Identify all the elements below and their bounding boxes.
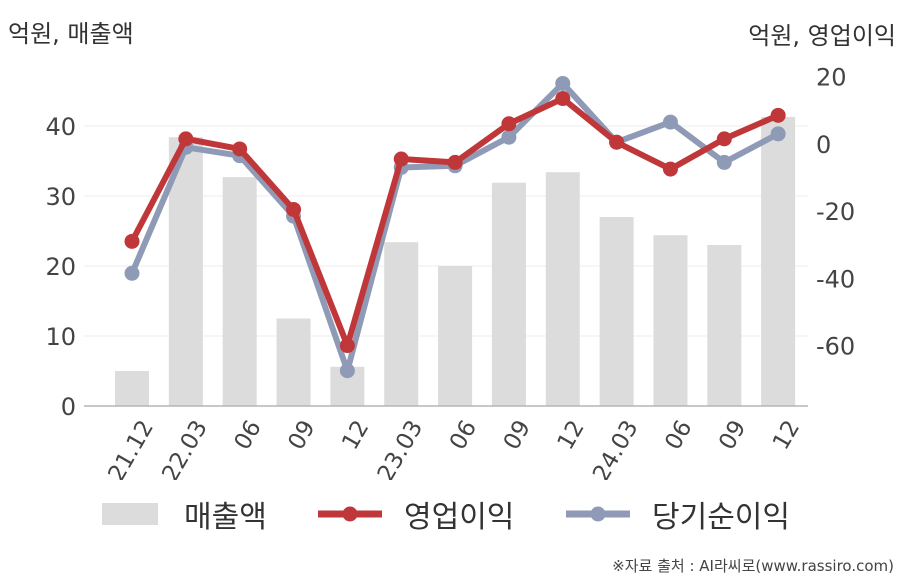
point-operating-profit: [339, 338, 355, 354]
point-operating-profit: [662, 161, 678, 177]
bar-revenue: [222, 177, 257, 406]
bar-revenue: [276, 318, 311, 406]
left-tick-label: 40: [45, 113, 76, 141]
x-tick-label: 12: [768, 416, 805, 454]
bar-revenue: [491, 182, 526, 406]
bar-revenue: [438, 266, 473, 406]
right-tick-label: 20: [816, 64, 847, 92]
point-net-income: [662, 114, 678, 130]
point-net-income: [716, 154, 732, 170]
x-tick-label: 12: [337, 416, 374, 454]
legend-label-net-income: 당기순이익: [652, 500, 790, 535]
legend-bar-swatch: [102, 503, 158, 525]
left-axis-unit: 억원, 매출액: [8, 20, 134, 48]
left-tick-label: 0: [61, 393, 76, 421]
legend-label-operating-profit: 영업이익: [404, 500, 515, 535]
x-tick-label: 24.03: [588, 416, 643, 480]
point-operating-profit: [124, 233, 140, 249]
x-tick-label: 06: [230, 416, 267, 454]
point-operating-profit: [393, 151, 409, 167]
legend-item-net-income: 당기순이익: [566, 492, 790, 536]
bar-revenue: [115, 371, 149, 406]
point-net-income: [770, 126, 786, 142]
bar-revenue: [653, 235, 688, 406]
right-axis-unit: 억원, 영업이익: [748, 22, 896, 50]
point-operating-profit: [501, 116, 517, 132]
x-tick-label: 22.03: [157, 416, 212, 480]
legend-label-revenue: 매출액: [184, 500, 267, 535]
bar-revenue: [707, 245, 742, 406]
x-tick-label: 06: [445, 416, 482, 454]
point-operating-profit: [555, 91, 571, 107]
point-operating-profit: [232, 141, 248, 157]
point-operating-profit: [178, 131, 194, 147]
point-operating-profit: [770, 107, 786, 123]
bar-revenue: [384, 242, 419, 406]
left-tick-label: 30: [45, 183, 76, 211]
point-operating-profit: [609, 134, 625, 150]
left-tick-label: 10: [45, 323, 76, 351]
right-tick-label: -60: [816, 333, 855, 361]
legend-line-swatch-gray: [566, 506, 630, 522]
point-net-income: [124, 265, 140, 281]
point-net-income: [339, 363, 355, 379]
right-tick-label: -20: [816, 198, 855, 226]
x-tick-label: 09: [283, 416, 320, 454]
bar-revenue: [599, 217, 634, 406]
x-tick-label: 06: [660, 416, 697, 454]
x-tick-label: 09: [714, 416, 751, 454]
point-operating-profit: [286, 201, 302, 217]
x-tick-label: 12: [553, 416, 590, 454]
x-tick-label: 09: [499, 416, 536, 454]
x-tick-label: 23.03: [373, 416, 428, 480]
bar-revenue: [545, 172, 580, 406]
bar-revenue: [168, 137, 203, 406]
legend-line-swatch-red: [318, 506, 382, 522]
right-tick-label: 0: [816, 131, 831, 159]
left-tick-label: 20: [45, 253, 76, 281]
legend-item-operating-profit: 영업이익: [318, 492, 514, 536]
point-net-income: [501, 129, 517, 145]
point-operating-profit: [716, 131, 732, 147]
point-net-income: [555, 75, 571, 91]
source-note: ※자료 출처 : AI라씨로(www.rassiro.com): [612, 557, 894, 575]
right-tick-label: -40: [816, 265, 855, 293]
point-operating-profit: [447, 154, 463, 170]
x-tick-label: 21.12: [104, 416, 159, 480]
bar-revenue: [761, 116, 796, 407]
legend-item-revenue: 매출액: [102, 492, 267, 536]
